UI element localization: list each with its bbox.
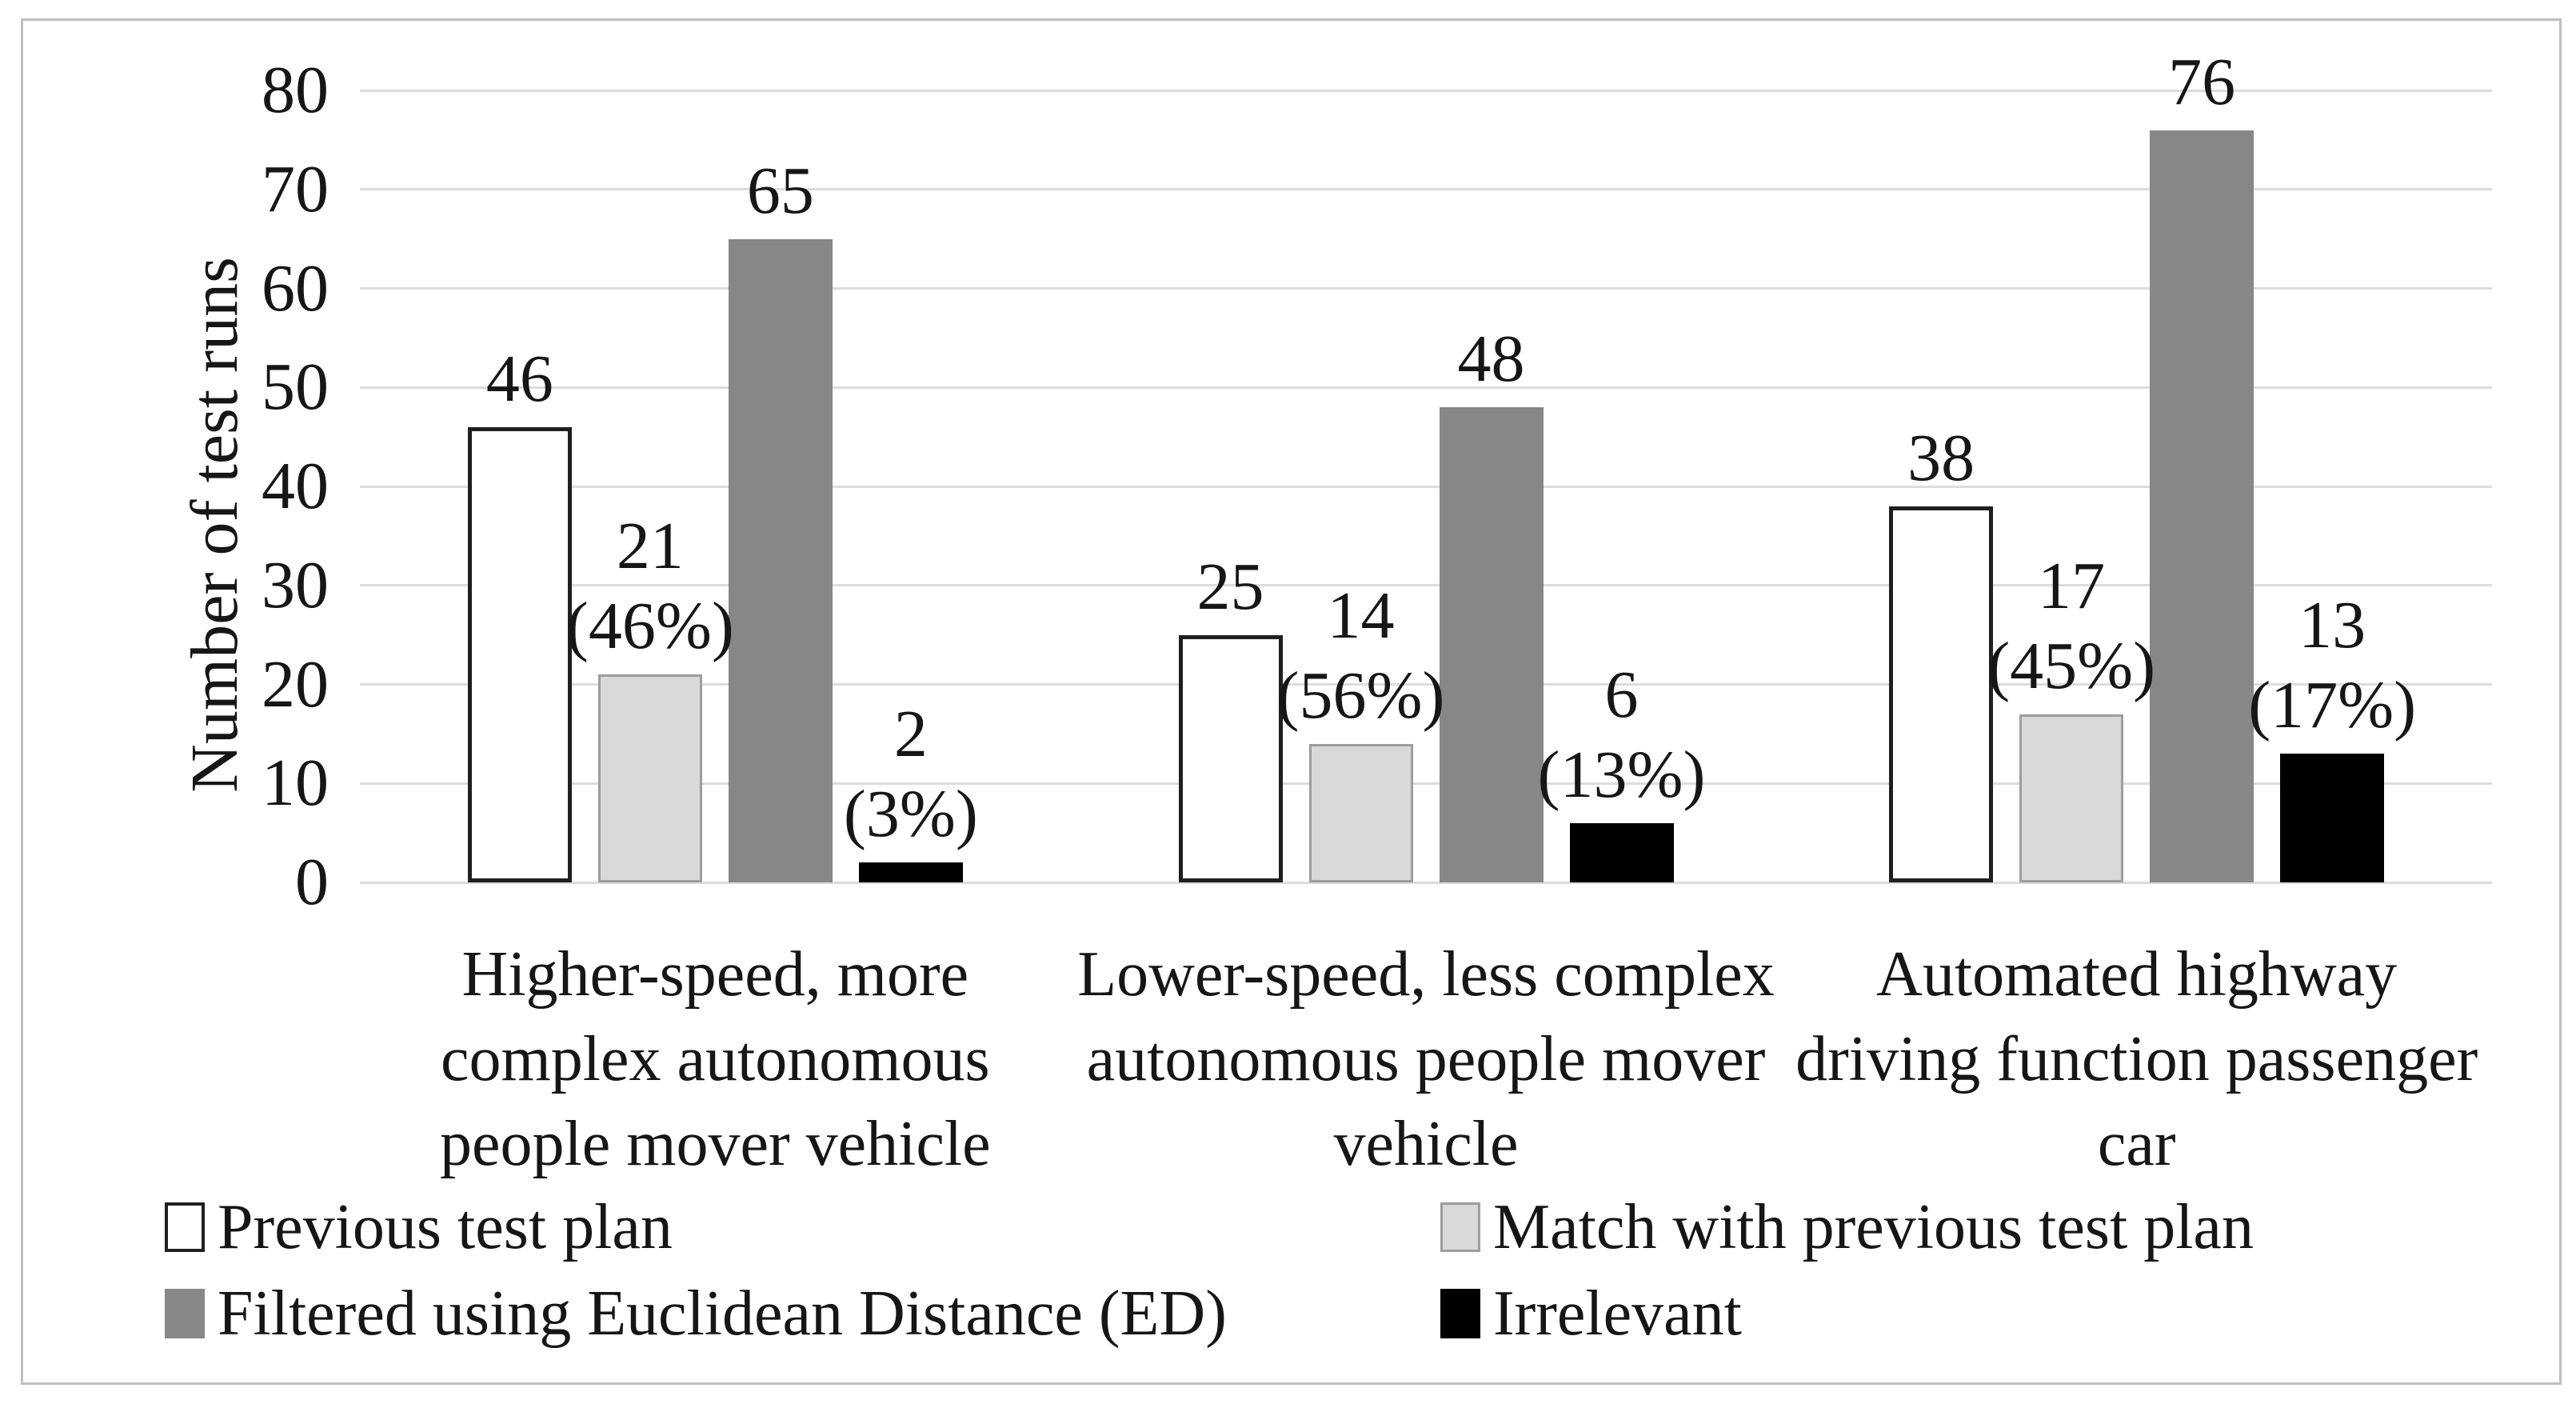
x-category-label-1: Higher-speed, more complex autonomous pe… xyxy=(440,939,991,1179)
gridline xyxy=(360,386,2492,389)
bar-irrelevant-group-2 xyxy=(1569,822,1674,882)
bar-previous-test-plan-group-1 xyxy=(467,426,572,882)
bar-filtered-using-euclidean-distance-ed-group-2 xyxy=(1439,407,1544,882)
legend-item-previous-test-plan: Previous test plan xyxy=(165,1191,673,1263)
bar-value-label: 6 (13%) xyxy=(1537,657,1706,812)
gridline xyxy=(360,782,2492,785)
y-tick-label: 10 xyxy=(262,746,329,821)
bar-value-label: 21 (46%) xyxy=(565,509,734,664)
bar-value-label: 14 (56%) xyxy=(1276,578,1445,733)
gridline xyxy=(360,881,2492,884)
bar-value-label: 25 xyxy=(1196,549,1264,624)
y-tick-label: 80 xyxy=(262,53,329,127)
bar-value-label: 17 (45%) xyxy=(1987,548,2156,703)
bar-match-with-previous-test-plan-group-1 xyxy=(597,674,702,882)
figure-frame: Number of test runs 0 10 20 30 40 50 60 70 80 46… xyxy=(21,18,2562,1385)
gridline xyxy=(360,287,2492,290)
bar-value-label: 38 xyxy=(1907,420,1975,495)
legend-swatch-previous-test-plan xyxy=(165,1202,205,1252)
gridline xyxy=(360,683,2492,686)
legend-swatch-filtered-using-euclidean-distance-ed xyxy=(165,1289,205,1338)
legend-label-irrelevant: Irrelevant xyxy=(1493,1278,1742,1349)
bar-irrelevant-group-1 xyxy=(858,862,963,882)
bar-match-with-previous-test-plan-group-2 xyxy=(1308,743,1413,882)
y-tick-label: 50 xyxy=(262,350,329,425)
bar-filtered-using-euclidean-distance-ed-group-3 xyxy=(2150,130,2254,882)
legend-swatch-match-with-previous-test-plan xyxy=(1440,1202,1480,1252)
legend-label-match-with-previous-test-plan: Match with previous test plan xyxy=(1493,1192,2254,1262)
gridline xyxy=(360,485,2492,488)
x-category-label-2: Lower-speed, less complex autonomous peo… xyxy=(1077,939,1775,1179)
bar-irrelevant-group-3 xyxy=(2280,754,2385,882)
legend-item-irrelevant: Irrelevant xyxy=(1440,1278,1742,1350)
y-tick-label: 60 xyxy=(262,250,329,326)
bar-value-label: 65 xyxy=(746,153,814,228)
bar-chart: Number of test runs 0 10 20 30 40 50 60 70 80 46… xyxy=(23,21,2559,1382)
y-tick-label: 0 xyxy=(295,845,329,919)
y-tick-label: 30 xyxy=(262,547,329,622)
bar-value-label: 76 xyxy=(2168,44,2236,119)
y-tick-label: 40 xyxy=(262,449,329,523)
gridline xyxy=(360,188,2492,191)
y-tick-label: 20 xyxy=(262,646,329,722)
legend-label-previous-test-plan: Previous test plan xyxy=(218,1192,673,1262)
gridline xyxy=(360,89,2492,92)
gridline xyxy=(360,584,2492,587)
legend-label-filtered-using-euclidean-distance-ed: Filtered using Euclidean Distance (ED) xyxy=(218,1278,1227,1349)
legend-item-filtered-using-euclidean-distance-ed: Filtered using Euclidean Distance (ED) xyxy=(165,1278,1227,1350)
bar-filtered-using-euclidean-distance-ed-group-1 xyxy=(728,238,833,882)
bar-value-label: 13 (17%) xyxy=(2248,588,2417,743)
bar-match-with-previous-test-plan-group-3 xyxy=(2019,714,2124,882)
legend-swatch-irrelevant xyxy=(1440,1289,1480,1338)
bar-value-label: 2 (3%) xyxy=(843,697,978,852)
bar-previous-test-plan-group-2 xyxy=(1178,634,1283,882)
bar-value-label: 46 xyxy=(485,341,553,416)
bar-value-label: 48 xyxy=(1457,322,1525,396)
bar-previous-test-plan-group-3 xyxy=(1889,506,1994,882)
x-category-label-3: Automated highway driving function passe… xyxy=(1795,939,2478,1179)
legend-item-match-with-previous-test-plan: Match with previous test plan xyxy=(1440,1191,2254,1263)
y-tick-label: 70 xyxy=(262,151,329,226)
